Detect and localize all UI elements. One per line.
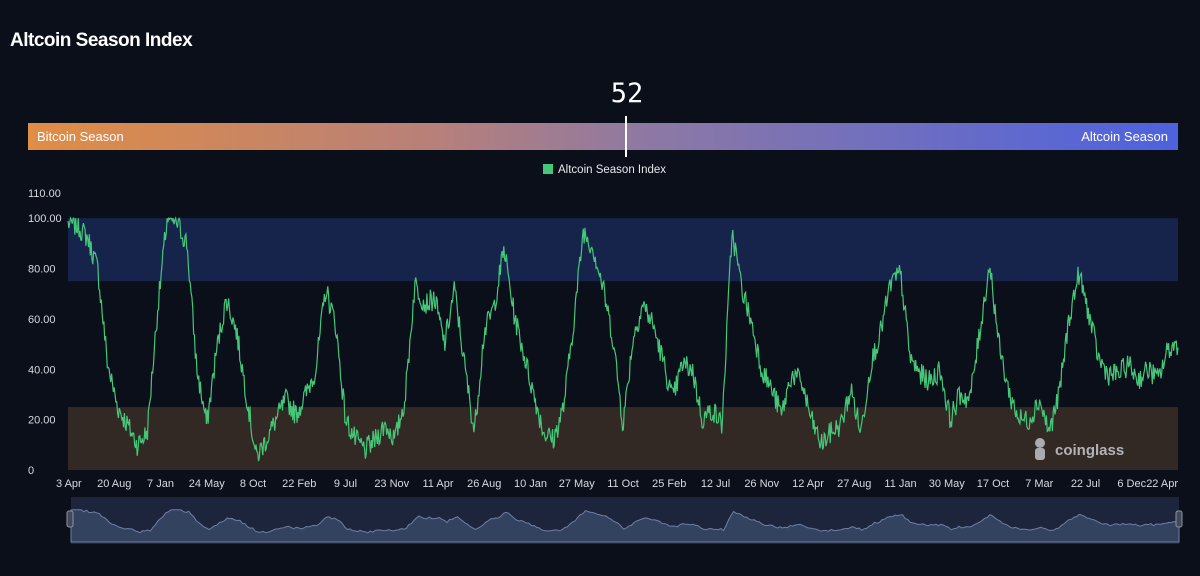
x-tick-label: 12 Jul <box>701 478 730 490</box>
svg-text:coinglass: coinglass <box>1055 442 1124 459</box>
x-tick-label: 8 Oct <box>240 478 266 490</box>
altcoin-season-label: Altcoin Season <box>1081 129 1168 144</box>
x-tick-label: 23 Nov <box>374 478 409 490</box>
x-tick-label: 11 Oct <box>607 478 639 490</box>
gauge-marker <box>625 116 627 157</box>
y-tick-label: 40.00 <box>28 364 56 376</box>
altcoin-season-chart: 0 20.00 40.00 60.00 80.00 100.00 110.00 3 Apr 2… <box>28 188 1183 544</box>
x-tick-label: 11 Jan <box>884 478 916 490</box>
index-value: 52 <box>610 78 644 109</box>
x-tick-label: 6 Dec <box>1117 478 1146 490</box>
coinglass-watermark: coinglass <box>1035 438 1124 460</box>
season-gauge-bar: Bitcoin Season Altcoin Season <box>28 116 1178 157</box>
x-tick-label: 22 Apr <box>1146 478 1178 490</box>
x-tick-label: 7 Jan <box>147 478 174 490</box>
x-tick-label: 9 Jul <box>334 478 357 490</box>
x-tick-label: 17 Oct <box>977 478 1009 490</box>
navigator-left-handle[interactable] <box>66 510 74 528</box>
x-tick-label: 20 Aug <box>97 478 131 490</box>
x-tick-label: 12 Apr <box>792 478 824 490</box>
x-tick-label: 3 Apr <box>56 478 82 490</box>
x-tick-label: 11 Apr <box>423 478 454 490</box>
y-tick-label: 0 <box>28 465 34 477</box>
legend-label: Altcoin Season Index <box>558 164 667 176</box>
navigator-series <box>70 509 1180 543</box>
x-tick-label: 27 May <box>559 478 596 490</box>
x-tick-label: 26 Nov <box>744 478 779 490</box>
chart-legend[interactable]: Altcoin Season Index <box>543 164 666 176</box>
x-tick-label: 27 Aug <box>837 478 871 490</box>
series-line-altcoin-season-index <box>67 216 1179 462</box>
x-tick-label: 30 May <box>929 478 966 490</box>
x-tick-label: 7 Mar <box>1025 478 1053 490</box>
altcoin-season-zone <box>68 218 1178 282</box>
y-tick-label: 60.00 <box>28 314 56 326</box>
legend-swatch <box>543 164 553 174</box>
page-title: Altcoin Season Index <box>10 30 193 51</box>
range-navigator[interactable] <box>66 497 1183 544</box>
x-tick-label: 25 Feb <box>652 478 686 490</box>
bitcoin-season-label: Bitcoin Season <box>37 129 124 144</box>
x-tick-label: 22 Jul <box>1071 478 1100 490</box>
x-tick-label: 26 Aug <box>467 478 501 490</box>
bitcoin-season-zone <box>68 407 1178 470</box>
navigator-right-handle[interactable] <box>1175 510 1183 528</box>
x-tick-label: 22 Feb <box>282 478 316 490</box>
x-tick-label: 24 May <box>189 478 226 490</box>
y-tick-label: 110.00 <box>28 188 61 200</box>
y-tick-label: 20.00 <box>28 415 56 427</box>
y-tick-label: 100.00 <box>28 213 62 225</box>
y-tick-label: 80.00 <box>28 264 56 276</box>
x-tick-label: 10 Jan <box>514 478 547 490</box>
